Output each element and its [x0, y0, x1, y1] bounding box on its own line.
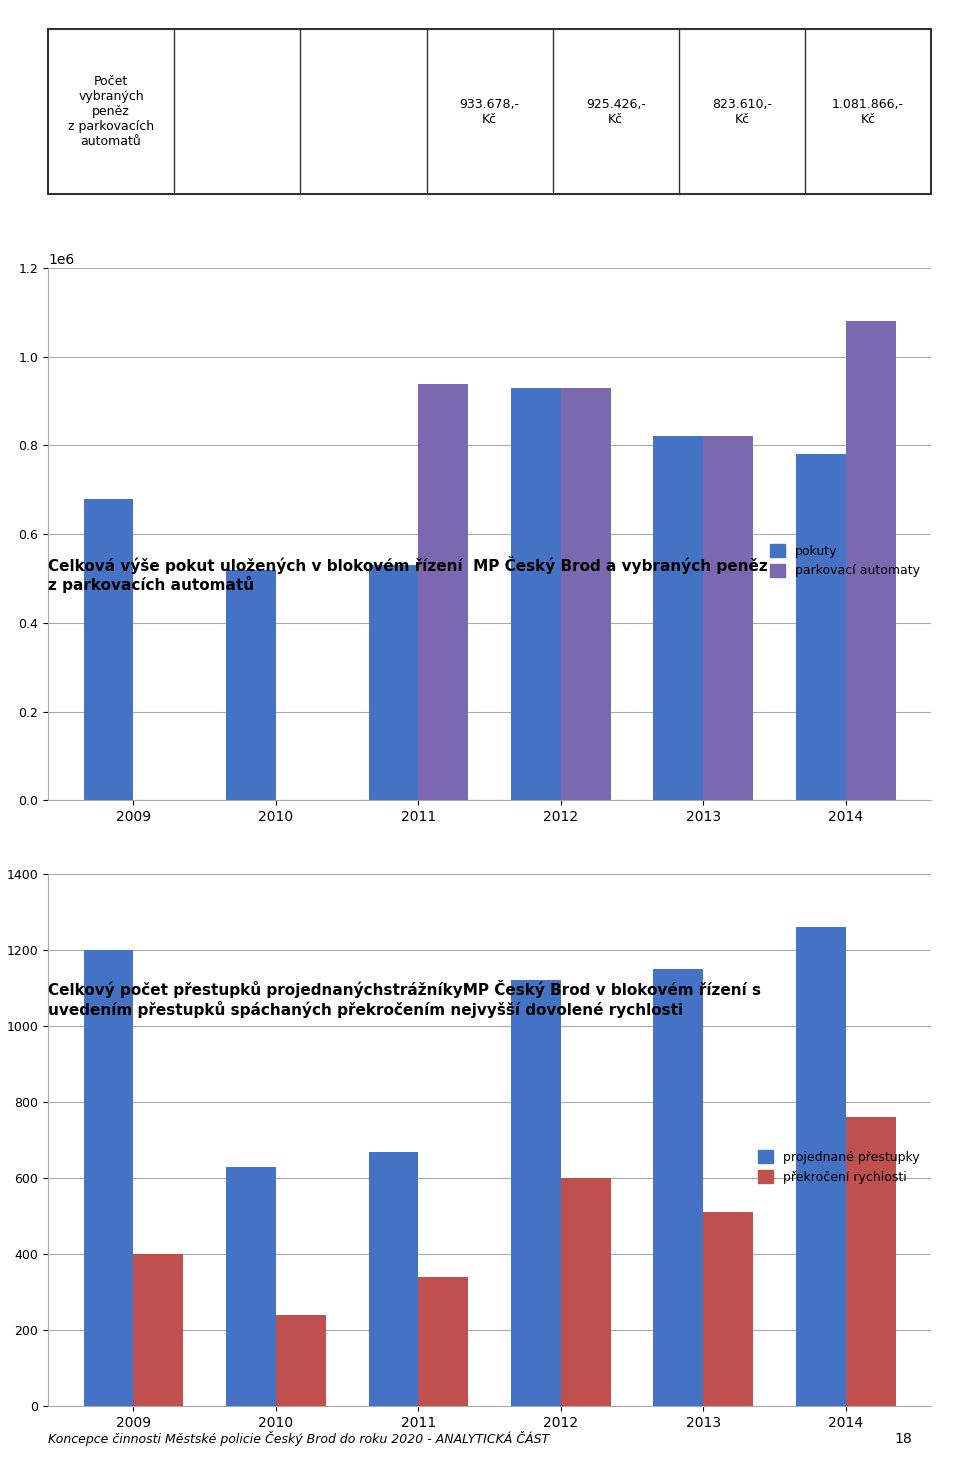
Text: 925.426,-
Kč: 925.426,- Kč: [586, 98, 646, 126]
Bar: [796, 927, 846, 1406]
Bar: [654, 968, 704, 1406]
Bar: [226, 570, 276, 800]
Bar: [846, 321, 896, 800]
Bar: [704, 437, 754, 800]
Bar: [419, 1277, 468, 1406]
Text: Celková výše pokut uložených v blokovém řízení  MP Český Brod a vybraných peněz
: Celková výše pokut uložených v blokovém …: [48, 555, 768, 593]
Bar: [846, 1118, 896, 1406]
Bar: [419, 384, 468, 800]
Bar: [511, 980, 561, 1406]
Text: 1.081.866,-
Kč: 1.081.866,- Kč: [832, 98, 904, 126]
Text: Celkový počet přestupků projednanýchstrážníkyMP Český Brod v blokovém řízení s
u: Celkový počet přestupků projednanýchstrá…: [48, 980, 761, 1018]
Bar: [561, 388, 611, 800]
Legend: projednané přestupky, překročení rychlosti: projednané přestupky, překročení rychlos…: [754, 1146, 924, 1188]
Legend: pokuty, parkovací automaty: pokuty, parkovací automaty: [765, 539, 924, 583]
Bar: [226, 1166, 276, 1406]
Text: 933.678,-
Kč: 933.678,- Kč: [460, 98, 519, 126]
Bar: [561, 1178, 611, 1406]
Bar: [796, 454, 846, 800]
Bar: [276, 1316, 325, 1406]
Bar: [369, 1151, 419, 1406]
Text: 823.610,-
Kč: 823.610,- Kč: [712, 98, 772, 126]
Bar: [511, 388, 561, 800]
Bar: [84, 951, 133, 1406]
Text: Koncepce činnosti Městské policie Český Brod do roku 2020 - ANALYTICKÁ ČÁST: Koncepce činnosti Městské policie Český …: [48, 1431, 549, 1446]
Bar: [369, 565, 419, 800]
Bar: [704, 1213, 754, 1406]
Bar: [654, 437, 704, 800]
Text: 18: 18: [895, 1431, 912, 1446]
Text: Počet
vybraných
peněz
z parkovacích
automatů: Počet vybraných peněz z parkovacích auto…: [68, 75, 155, 148]
Bar: [84, 498, 133, 800]
Bar: [133, 1254, 183, 1406]
